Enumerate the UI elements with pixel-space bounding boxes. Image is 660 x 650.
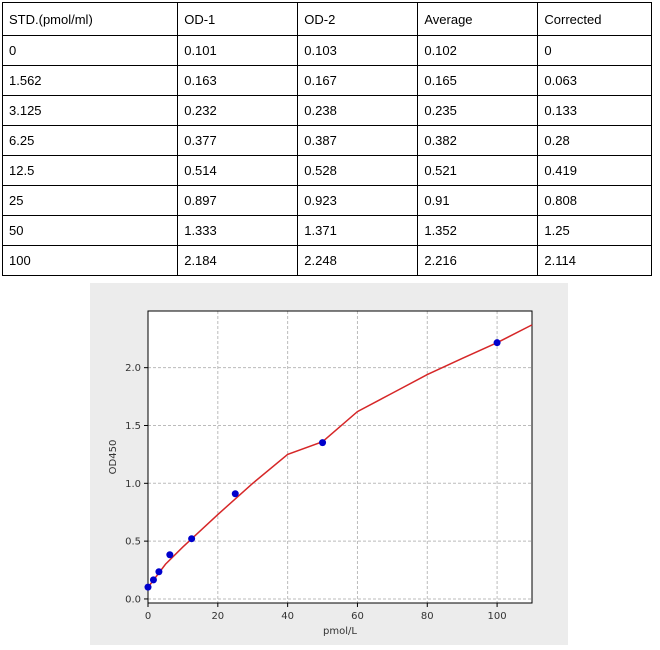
table-cell: 0.528: [297, 155, 419, 186]
data-table: STD.(pmol/ml) OD-1 OD-2 Average Corrected 0 0.…: [1, 2, 652, 276]
table-row: 1.562 0.163 0.167 0.165 0.063: [1, 65, 652, 96]
table-cell: 1.562: [1, 65, 179, 96]
table-cell: Corrected: [537, 2, 652, 36]
table-cell: 25: [1, 185, 179, 216]
x-axis-label: pmol/L: [323, 626, 357, 637]
table-row: 25 0.897 0.923 0.91 0.808: [1, 185, 652, 216]
table-cell: 2.184: [177, 245, 299, 276]
table-cell: Average: [417, 2, 539, 36]
table-cell: 2.114: [537, 245, 652, 276]
table-cell: 0.897: [177, 185, 299, 216]
plot-area: [148, 311, 532, 603]
data-point: [149, 576, 157, 584]
table-cell: 3.125: [1, 95, 179, 126]
table-row: 3.125 0.232 0.238 0.235 0.133: [1, 95, 652, 126]
table-cell: 1.25: [537, 215, 652, 246]
table-cell: 0.103: [297, 35, 419, 66]
table-row: 50 1.333 1.371 1.352 1.25: [1, 215, 652, 246]
table-cell: 0.165: [417, 65, 539, 96]
table-cell: 0.377: [177, 125, 299, 156]
table-cell: 100: [1, 245, 179, 276]
data-point: [155, 568, 163, 576]
x-tick-label: 60: [351, 611, 364, 622]
y-tick-label: 1.0: [125, 479, 141, 490]
table-cell: 0.419: [537, 155, 652, 186]
table-cell: 0.163: [177, 65, 299, 96]
table-row: 0 0.101 0.103 0.102 0: [1, 35, 652, 66]
table-cell: 0.514: [177, 155, 299, 186]
x-tick-label: 100: [488, 611, 507, 622]
chart: 0 20 40 60 80 100 0.0 0.5 1.0 1.5 2.0 pmol/L OD450: [108, 310, 533, 637]
table-cell: 0.28: [537, 125, 652, 156]
table-cell: 1.352: [417, 215, 539, 246]
data-point: [166, 551, 174, 559]
table-cell: 0.167: [297, 65, 419, 96]
table-cell: 0.91: [417, 185, 539, 216]
table-cell: 0.101: [177, 35, 299, 66]
x-tick-label: 40: [281, 611, 294, 622]
table-row: 6.25 0.377 0.387 0.382 0.28: [1, 125, 652, 156]
table-cell: 0.238: [297, 95, 419, 126]
table-row: 12.5 0.514 0.528 0.521 0.419: [1, 155, 652, 186]
table-cell: 0: [1, 35, 179, 66]
table-cell: STD.(pmol/ml): [1, 2, 179, 36]
table-cell: 0.382: [417, 125, 539, 156]
plot-frame: [147, 310, 533, 604]
table-row: STD.(pmol/ml) OD-1 OD-2 Average Corrected: [1, 2, 652, 36]
table-cell: 0.232: [177, 95, 299, 126]
data-point: [188, 535, 196, 543]
x-tick-label: 20: [211, 611, 224, 622]
table-cell: 0.102: [417, 35, 539, 66]
table-cell: 0.133: [537, 95, 652, 126]
data-point: [319, 439, 327, 447]
table-cell: 0.521: [417, 155, 539, 186]
table-cell: 2.216: [417, 245, 539, 276]
table-cell: 0.808: [537, 185, 652, 216]
table-cell: OD-2: [297, 2, 419, 36]
y-tick-label: 0.5: [125, 537, 141, 548]
y-tick-label: 0.0: [125, 594, 141, 605]
table-cell: 1.333: [177, 215, 299, 246]
x-tick-label: 80: [421, 611, 434, 622]
y-tick-label: 2.0: [125, 363, 141, 374]
table-cell: 0: [537, 35, 652, 66]
table-cell: 12.5: [1, 155, 179, 186]
y-tick-label: 1.5: [125, 421, 141, 432]
chart-panel: 0 20 40 60 80 100 0.0 0.5 1.0 1.5 2.0 pmol/L OD450: [90, 283, 568, 645]
table-cell: 0.235: [417, 95, 539, 126]
x-tick-label: 0: [145, 611, 151, 622]
table-cell: OD-1: [177, 2, 299, 36]
data-point: [493, 339, 501, 347]
table-cell: 6.25: [1, 125, 179, 156]
table-cell: 2.248: [297, 245, 419, 276]
table-cell: 0.923: [297, 185, 419, 216]
table-cell: 0.063: [537, 65, 652, 96]
data-point: [144, 583, 152, 591]
table-row: 100 2.184 2.248 2.216 2.114: [1, 245, 652, 276]
y-axis-label: OD450: [108, 440, 119, 475]
table-cell: 1.371: [297, 215, 419, 246]
table-cell: 0.387: [297, 125, 419, 156]
data-point: [231, 490, 239, 498]
table-cell: 50: [1, 215, 179, 246]
